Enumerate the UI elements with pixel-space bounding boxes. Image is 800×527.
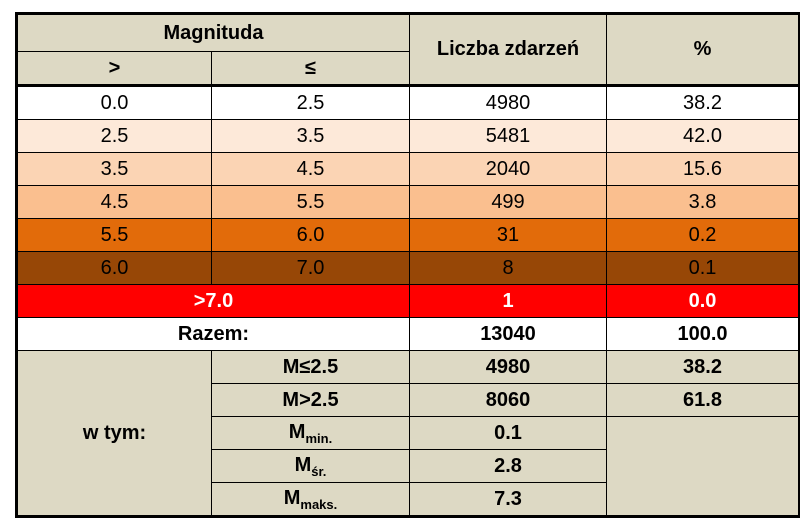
table-row: Mmin. 0.1 (17, 416, 800, 517)
magnitude-table: Magnituda Liczba zdarzeń % > ≤ 0.0 2.5 498… (15, 12, 800, 518)
table-cell: 5.5 (211, 185, 410, 219)
table-cell: 0.1 (409, 416, 607, 450)
table-row: M>2.5 8060 61.8 (17, 383, 800, 417)
symbol: M (288, 420, 306, 443)
table-cell: 3.5 (211, 119, 410, 153)
table-cell: 0.0 (16, 84, 212, 120)
table-cell: 2.5 (16, 119, 212, 153)
table-cell: 0.0 (606, 284, 800, 318)
table-cell: 6.0 (211, 218, 410, 252)
table-cell: 38.2 (606, 84, 800, 120)
symbol: M (294, 453, 312, 476)
table-cell: 499 (409, 185, 607, 219)
subscript: maks. (300, 496, 338, 512)
table-row: w tym: M≤2.5 4980 38.2 (16, 350, 800, 517)
table-cell: 5.5 (16, 218, 212, 252)
table-cell: 8 (409, 251, 607, 285)
table-cell: 4.5 (16, 185, 212, 219)
table-cell: 61.8 (606, 383, 800, 417)
table-row: 5.5 6.0 31 0.2 (16, 218, 800, 252)
table-row: >7.0 1 0.0 (16, 284, 800, 318)
table-cell: 100.0 (606, 317, 800, 351)
table-row: 0.0 2.5 4980 38.2 (16, 84, 800, 120)
table-row: Razem: 13040 100.0 (16, 317, 800, 351)
table-cell: >7.0 (16, 284, 410, 318)
table-row: 6.0 7.0 8 0.1 (16, 251, 800, 285)
table-cell: 8060 (409, 383, 607, 417)
table-row: 4.5 5.5 499 3.8 (16, 185, 800, 219)
table-cell: Mmaks. (211, 482, 410, 517)
header-row: Magnituda Liczba zdarzeń % (16, 13, 800, 86)
table-cell: 3.5 (16, 152, 212, 186)
table-cell: 5481 (409, 119, 607, 153)
header-row: > ≤ (16, 51, 800, 86)
table-cell: 7.3 (409, 482, 607, 517)
header-cell: Magnituda (16, 13, 410, 52)
table-cell: Mśr. (211, 449, 410, 483)
table-cell: 2.8 (409, 449, 607, 483)
table-cell: 15.6 (606, 152, 800, 186)
header-cell: % (606, 13, 800, 86)
table-cell: 38.2 (606, 350, 800, 384)
table-cell: Razem: (16, 317, 410, 351)
table-cell: 13040 (409, 317, 607, 351)
table-cell: 4980 (409, 84, 607, 120)
table-row: Mśr. 2.8 (17, 449, 800, 483)
header-cell: Liczba zdarzeń (409, 13, 607, 86)
table-cell: 31 (409, 218, 607, 252)
table-cell: M>2.5 (211, 383, 410, 417)
table-cell: M≤2.5 (211, 350, 410, 384)
table-row: 3.5 4.5 2040 15.6 (16, 152, 800, 186)
subscript: min. (305, 430, 333, 446)
table-cell: 2.5 (211, 84, 410, 120)
table-cell: 0.2 (606, 218, 800, 252)
table-cell: 4980 (409, 350, 607, 384)
table-cell: 4.5 (211, 152, 410, 186)
table-cell: 6.0 (16, 251, 212, 285)
header-cell: > (16, 51, 212, 86)
table-row: Mmaks. 7.3 (17, 482, 800, 517)
table-cell: w tym: (16, 350, 212, 517)
header-cell: ≤ (211, 51, 410, 86)
table-cell: 2040 (409, 152, 607, 186)
table-cell: 0.1 (606, 251, 800, 285)
table-cell (606, 416, 800, 517)
table-cell: 3.8 (606, 185, 800, 219)
table-cell: 1 (409, 284, 607, 318)
table-row: 2.5 3.5 5481 42.0 (16, 119, 800, 153)
symbol: M (283, 486, 301, 509)
table-cell: 42.0 (606, 119, 800, 153)
table-cell: Mmin. (211, 416, 410, 450)
table-cell: 7.0 (211, 251, 410, 285)
subscript: śr. (311, 463, 327, 479)
